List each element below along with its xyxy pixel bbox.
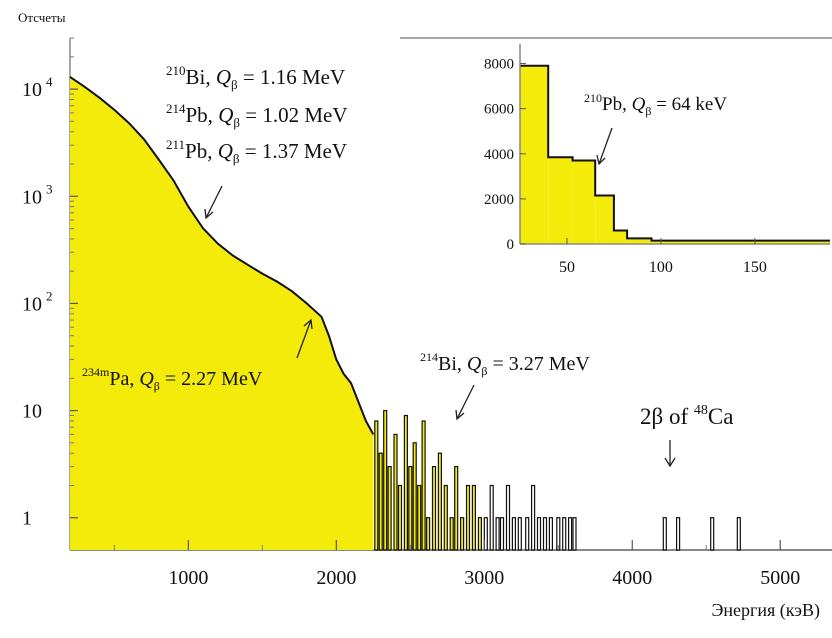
y-tick-label: 1 [22, 508, 32, 530]
annotation-bi210: 210Bi, Qβ = 1.16 MeV [166, 63, 345, 92]
x-tick-label: 4000 [612, 567, 652, 589]
inset-bar [548, 157, 573, 244]
inset-x-tick-label: 100 [649, 259, 673, 276]
spectrum-event-bar [536, 517, 542, 551]
spectrum-event-bar [437, 452, 442, 551]
x-axis-label: Энергия (кэВ) [711, 600, 820, 621]
spectrum-event-bar [383, 410, 388, 551]
spectrum-event-bar [489, 484, 494, 551]
spectrum-event-bar [403, 414, 408, 551]
main-x-ticks: 1000 2000 3000 4000 5000 [113, 540, 800, 589]
spectrum-event-bar [542, 517, 548, 551]
spectrum-area [70, 76, 374, 551]
spectrum-event-bar [408, 466, 413, 551]
inset-bar [627, 238, 652, 244]
spectrum-event-bar [572, 517, 577, 551]
inset-x-tick-label: 150 [743, 259, 767, 276]
spectrum-event-bar [374, 420, 379, 551]
inset-axes [519, 44, 830, 245]
annotation-bi214: 214Bi, Qβ = 3.27 MeV [420, 350, 590, 378]
inset-y-tick-label: 8000 [484, 57, 514, 73]
spectrum-event-bar [511, 517, 517, 551]
spectrum-event-bar [421, 420, 426, 551]
inset-y-tick-label: 4000 [484, 147, 514, 163]
spectrum-event-bar [525, 517, 530, 551]
spectrum-event-bar [431, 466, 437, 551]
x-tick-label: 3000 [464, 567, 504, 589]
inset-plot: 0 2000 4000 6000 8000 50 100 150 [460, 40, 832, 276]
arrow-pa234m-icon [296, 318, 313, 359]
spectrum-event-bar [443, 484, 448, 551]
inset-bar [651, 240, 830, 244]
arrow-pb210-icon [596, 127, 613, 166]
inset-y-tick-label: 6000 [484, 102, 514, 118]
spectrum-event-bar [567, 517, 573, 551]
spectrum-event-bar [548, 517, 554, 551]
inset-bar [613, 230, 628, 244]
spectrum-event-bar [736, 517, 741, 551]
x-tick-label: 2000 [316, 567, 356, 589]
spectrum-event-bar [465, 484, 471, 551]
spectrum-event-bar [675, 517, 681, 551]
inset-x-tick-label: 50 [559, 259, 575, 276]
spectrum-event-bar [483, 517, 488, 551]
spectrum-event-bar [562, 517, 567, 551]
annotation-double-beta: 2β of 48Ca [640, 403, 733, 429]
inset-y-tick-label: 2000 [484, 192, 514, 208]
spectrum-event-bar [505, 484, 511, 551]
y-axis-label: Отсчеты [18, 10, 66, 25]
spectrum-event-bar [393, 433, 398, 551]
arrow-group1-icon [204, 185, 223, 220]
spectrum-event-bar [387, 466, 392, 551]
inset-step-outline [520, 64, 830, 242]
spectrum-event-bar [460, 517, 465, 551]
y-tick-label: 10 3 [22, 181, 53, 208]
main-bars [69, 76, 741, 551]
spectrum-event-bar [412, 442, 417, 551]
spectrum-event-bar [477, 517, 482, 551]
y-tick-label: 10 4 [22, 74, 53, 101]
spectrum-event-bar [662, 517, 667, 551]
spectrum-event-bar [530, 484, 536, 551]
inset-bar [595, 195, 614, 244]
x-tick-label: 5000 [760, 567, 800, 589]
spectrum-event-bar [426, 517, 431, 551]
spectrum-event-bar [417, 484, 422, 551]
inset-bars [520, 64, 830, 244]
x-tick-label: 1000 [168, 567, 208, 589]
spectrum-event-bar [495, 517, 500, 551]
spectrum-event-bar [710, 517, 715, 551]
spectrum-event-bar [454, 466, 459, 551]
spectrum-event-bar [397, 484, 403, 551]
annotations: 210Bi, Qβ = 1.16 MeV 214Pb, Qβ = 1.02 Me… [82, 63, 733, 429]
annotation-arrows [204, 127, 676, 468]
inset-y-tick-label: 0 [507, 237, 515, 253]
y-tick-label: 10 2 [22, 288, 53, 315]
inset-x-ticks: 50 100 150 [559, 238, 767, 276]
annotation-pb214: 214Pb, Qβ = 1.02 MeV [166, 101, 348, 130]
arrow-bi214-icon [455, 384, 475, 421]
spectrum-event-bar [499, 517, 505, 551]
spectrum-outline [69, 76, 375, 435]
spectrum-event-bar [378, 452, 383, 551]
inset-y-ticks: 0 2000 4000 6000 8000 [484, 57, 526, 253]
inset-bar [572, 160, 596, 244]
y-tick-label: 10 [22, 401, 42, 423]
annotation-pb211: 211Pb, Qβ = 1.37 MeV [166, 137, 347, 166]
spectrum-event-bar [449, 517, 454, 551]
spectrum-event-bar [517, 517, 522, 551]
inset-bar [520, 65, 549, 244]
annotation-pb210: 210Pb, Qβ = 64 keV [584, 91, 727, 118]
spectrum-event-bar [471, 484, 476, 551]
arrow-double-beta-icon [664, 440, 676, 468]
annotation-pa234m: 234mPa, Qβ = 2.27 MeV [82, 365, 263, 393]
inset-background [460, 40, 832, 268]
